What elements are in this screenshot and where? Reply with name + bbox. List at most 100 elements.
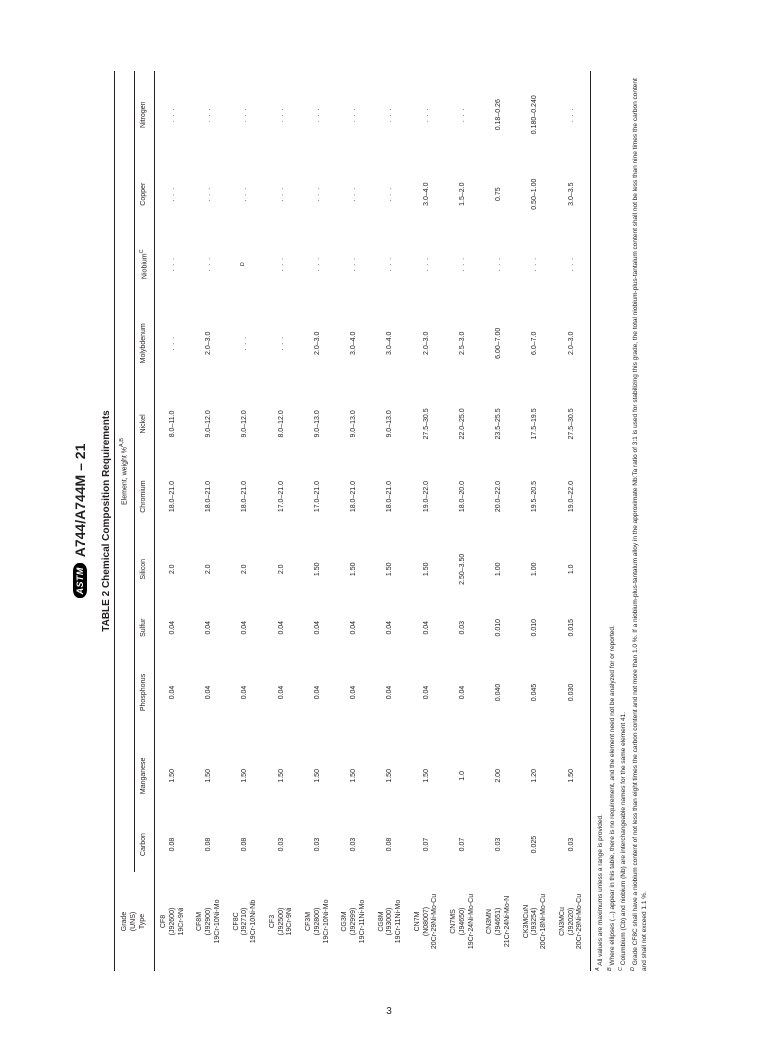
col-chromium: Chromium — [135, 459, 155, 533]
standard-header: ASTM A744/A744M – 21 — [69, 71, 91, 971]
grade-uns: (J92500) — [278, 874, 287, 969]
value-cell: . . . — [336, 158, 372, 230]
col-carbon: Carbon — [135, 817, 155, 872]
value-cell: 1.50 — [336, 734, 372, 817]
value-cell: 18.0–20.0 — [445, 459, 481, 533]
value-cell: . . . — [554, 71, 591, 158]
value-cell: 22.0–25.0 — [445, 388, 481, 460]
rotated-container: ASTM A744/A744M – 21 TABLE 2 Chemical Co… — [69, 71, 709, 971]
table-head: Grade (UNS) Type Element, weight %A,B Ca… — [115, 71, 155, 971]
value-cell: 0.50–1.00 — [518, 158, 554, 230]
value-cell: 9.0–13.0 — [336, 388, 372, 460]
value-cell: . . . — [264, 71, 300, 158]
grade-type: 19Cr-10Ni-Mo — [323, 874, 332, 969]
grade-uns: (J92800) — [314, 874, 323, 969]
value-cell: 2.0 — [264, 533, 300, 605]
value-cell: 9.0–13.0 — [300, 388, 336, 460]
value-cell: 0.04 — [445, 650, 481, 734]
col-molybdenum: Molybdenum — [135, 298, 155, 388]
grade-cell: CF3(J92500)19Cr-9Ni — [264, 872, 300, 971]
value-cell: 0.010 — [518, 605, 554, 650]
value-cell: 2.0 — [191, 533, 227, 605]
value-cell: 0.025 — [518, 817, 554, 872]
value-cell: 0.04 — [264, 605, 300, 650]
value-cell: 3.0–4.0 — [336, 298, 372, 388]
value-cell: 0.04 — [191, 650, 227, 734]
value-cell: 0.04 — [155, 650, 192, 734]
grade-type: 19Cr-9Ni — [286, 874, 295, 969]
grade-cell: CF8C(J92710)19Cr-10Ni-Nb — [228, 872, 264, 971]
value-cell: 2.50–3.50 — [445, 533, 481, 605]
value-cell: 0.04 — [228, 605, 264, 650]
value-cell: . . . — [336, 71, 372, 158]
grade-code: CF3M — [305, 874, 314, 969]
value-cell: 0.04 — [155, 605, 192, 650]
value-cell: . . . — [300, 158, 336, 230]
value-cell: 17.0–21.0 — [300, 459, 336, 533]
value-cell: . . . — [191, 229, 227, 298]
value-cell: 1.50 — [554, 734, 591, 817]
value-cell: 9.0–13.0 — [373, 388, 409, 460]
value-cell: 1.50 — [336, 533, 372, 605]
grade-uns: (J94651) — [495, 874, 504, 969]
value-cell: 0.030 — [554, 650, 591, 734]
col-sulfur: Sulfur — [135, 605, 155, 650]
grade-code: CF8M — [196, 874, 205, 969]
value-cell: . . . — [300, 71, 336, 158]
grade-code: CF8 — [160, 874, 169, 969]
value-cell: 0.18–0.26 — [481, 71, 517, 158]
grade-uns: (J92020) — [568, 874, 577, 969]
value-cell: 0.07 — [409, 817, 445, 872]
value-cell: 0.03 — [445, 605, 481, 650]
value-cell: . . . — [264, 158, 300, 230]
page: ASTM A744/A744M – 21 TABLE 2 Chemical Co… — [0, 0, 778, 1041]
value-cell: 6.0–7.0 — [518, 298, 554, 388]
value-cell: 2.0 — [155, 533, 192, 605]
table-row: CF8M(J92900)19Cr-10Ni-Mo0.081.500.040.04… — [191, 71, 227, 971]
value-cell: 0.04 — [373, 605, 409, 650]
value-cell: 0.04 — [336, 650, 372, 734]
value-cell: . . . — [264, 298, 300, 388]
grade-uns: (J92900) — [205, 874, 214, 969]
table-row: CG8M(J93000)19Cr-11Ni-Mo0.081.500.040.04… — [373, 71, 409, 971]
grade-type: 21Cr-24Ni-Mo-N — [504, 874, 513, 969]
value-cell: 1.00 — [518, 533, 554, 605]
value-cell: 1.0 — [445, 734, 481, 817]
col-grade: Grade (UNS) Type — [115, 872, 155, 971]
table-title: TABLE 2 Chemical Composition Requirement… — [101, 71, 112, 971]
grade-uns: (J92999) — [350, 874, 359, 969]
value-cell: 2.0–3.0 — [554, 298, 591, 388]
grade-type: 19Cr-10Ni-Mo — [214, 874, 223, 969]
value-cell: 2.0 — [228, 533, 264, 605]
value-cell: 1.50 — [155, 734, 192, 817]
grade-cell: CF3M(J92800)19Cr-10Ni-Mo — [300, 872, 336, 971]
value-cell: 1.0 — [554, 533, 591, 605]
value-cell: 3.0–3.5 — [554, 158, 591, 230]
value-cell: 2.0–3.0 — [191, 298, 227, 388]
col-nickel: Nickel — [135, 388, 155, 460]
grade-type: 19Cr-9Ni — [178, 874, 187, 969]
grade-code: CF8C — [233, 874, 242, 969]
value-cell: . . . — [373, 229, 409, 298]
value-cell: . . . — [554, 229, 591, 298]
value-cell: 0.07 — [445, 817, 481, 872]
value-cell: . . . — [518, 229, 554, 298]
value-cell: . . . — [373, 158, 409, 230]
grade-cell: CN7MS(J94650)19Cr-24Ni-Mo-Cu — [445, 872, 481, 971]
col-niobium: NiobiumC — [135, 229, 155, 298]
value-cell: 3.0–4.0 — [373, 298, 409, 388]
grade-type: 20Cr-18Ni-Mo-Cu — [540, 874, 549, 969]
grade-code: CG3M — [341, 874, 350, 969]
table-row: CK3MCuN(J93254)20Cr-18Ni-Mo-Cu0.0251.200… — [518, 71, 554, 971]
footnote-c: C Columbium (Cb) and niobium (Nb) are in… — [618, 71, 629, 971]
grade-cell: CN3MCu(J92020)20Cr-29Ni-Mo-Cu — [554, 872, 591, 971]
col-nitrogen: Nitrogen — [135, 71, 155, 158]
value-cell: 0.08 — [228, 817, 264, 872]
footnote-b: B Where ellipses (...) appear in this ta… — [607, 71, 618, 971]
grade-uns: (J94650) — [459, 874, 468, 969]
value-cell: 27.5–30.5 — [554, 388, 591, 460]
value-cell: 0.015 — [554, 605, 591, 650]
value-cell: . . . — [228, 71, 264, 158]
value-cell: 23.5–25.5 — [481, 388, 517, 460]
grade-code: CN3MN — [486, 874, 495, 969]
